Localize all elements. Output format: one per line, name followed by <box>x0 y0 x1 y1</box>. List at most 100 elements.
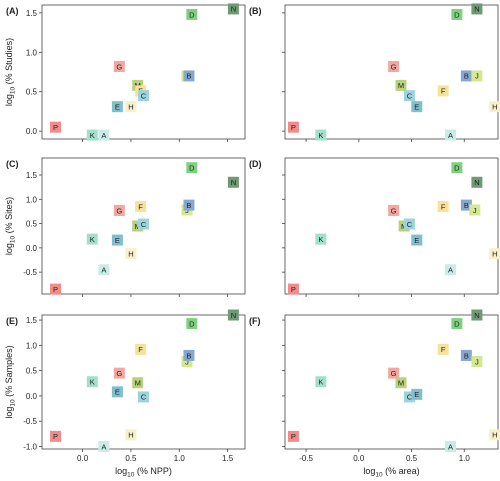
point-marker <box>287 430 299 442</box>
point-marker <box>86 233 98 245</box>
point-label: P <box>53 123 58 132</box>
point-marker <box>469 204 481 216</box>
point-marker <box>395 377 407 389</box>
point-label: D <box>454 319 460 328</box>
data-point-f: F <box>437 343 449 355</box>
point-marker <box>50 121 62 133</box>
point-marker <box>138 218 149 230</box>
point-marker <box>113 60 125 72</box>
point-label: B <box>464 72 469 81</box>
point-marker <box>50 430 62 442</box>
data-point-m: M <box>132 377 144 389</box>
point-marker <box>186 162 198 174</box>
y-tick-label: 1.5 <box>26 171 38 180</box>
data-point-p: P <box>287 121 299 133</box>
data-point-a: A <box>445 264 457 276</box>
point-marker <box>111 234 123 246</box>
data-point-p: P <box>287 283 299 295</box>
y-tick-label: 1.0 <box>26 48 38 57</box>
data-point-n: N <box>227 3 239 15</box>
data-point-b: B <box>183 70 195 82</box>
data-point-j: J <box>181 356 193 368</box>
point-label: J <box>475 357 479 366</box>
point-label: A <box>448 442 453 451</box>
data-point-p: P <box>50 283 62 295</box>
data-point-f: F <box>437 85 449 97</box>
point-marker <box>411 388 423 400</box>
point-marker <box>437 201 449 213</box>
panel-b: (B) P K G MCE F A D B N J H <box>249 3 500 142</box>
point-label: A <box>448 266 453 275</box>
data-point-g: G <box>113 367 125 379</box>
point-label: E <box>414 236 419 245</box>
point-label: J <box>185 357 189 366</box>
data-point-p: P <box>50 430 62 442</box>
point-label: F <box>138 202 143 211</box>
point-label: P <box>291 285 296 294</box>
point-label: F <box>441 87 446 96</box>
point-label: J <box>473 206 477 215</box>
data-point-k: K <box>315 233 327 245</box>
point-label: P <box>291 123 296 132</box>
x-tick-label: -0.5 <box>299 454 313 463</box>
point-label: E <box>115 102 120 111</box>
point-label: B <box>464 351 469 360</box>
point-label: D <box>454 164 460 173</box>
data-point-b: B <box>183 199 195 211</box>
data-point-a: A <box>445 440 457 452</box>
data-point-b: B <box>460 199 472 211</box>
point-marker <box>403 90 415 102</box>
point-label: G <box>391 206 397 215</box>
data-point-k: K <box>86 376 98 388</box>
data-point-e: E <box>111 234 123 246</box>
data-point-c: C <box>138 391 149 403</box>
data-point-j: J <box>471 70 483 82</box>
point-label: N <box>231 178 236 187</box>
y-tick-label: 1.5 <box>26 316 38 325</box>
point-marker <box>113 367 125 379</box>
data-point-g: G <box>388 367 400 379</box>
point-marker <box>227 309 239 321</box>
data-point-h: H <box>489 429 500 441</box>
point-label: A <box>448 131 453 140</box>
point-marker <box>125 101 137 113</box>
x-tick-label: 1.5 <box>222 454 234 463</box>
data-point-n: N <box>471 176 483 188</box>
data-point-d: D <box>186 318 198 330</box>
point-marker <box>471 3 483 15</box>
x-tick-label: 1.0 <box>174 454 186 463</box>
point-label: G <box>391 369 397 378</box>
panel-label: (F) <box>249 316 261 326</box>
data-point-a: A <box>445 129 457 141</box>
data-point-g: G <box>113 204 125 216</box>
point-label: K <box>90 131 95 140</box>
data-point-n: N <box>471 309 483 321</box>
point-label: H <box>128 431 133 440</box>
y-tick-label: 1.0 <box>26 195 38 204</box>
data-point-c: C <box>403 218 415 230</box>
panel-f: (F) -0.5 0.0 0.5 1.0 log10 (% area) P K GMC E F A D B… <box>249 309 500 479</box>
x-axis-title: log10 (% area) <box>363 466 419 479</box>
point-label: G <box>116 62 122 71</box>
data-point-k: K <box>86 233 98 245</box>
x-tick-label: 0.0 <box>77 454 89 463</box>
panel-c: (C) -0.5 0.0 0.5 1.0 1.5 log10 (% Sites) P A K EH G… <box>4 157 246 297</box>
point-label: G <box>391 62 397 71</box>
data-point-k: K <box>86 129 98 141</box>
data-point-d: D <box>451 162 463 174</box>
point-marker <box>98 129 110 141</box>
point-marker <box>138 90 149 102</box>
data-point-c: C <box>403 391 415 403</box>
point-marker <box>98 264 110 276</box>
point-label: H <box>492 249 497 258</box>
point-label: P <box>291 432 296 441</box>
data-point-c: C <box>138 218 149 230</box>
point-marker <box>411 101 423 113</box>
point-label: P <box>53 432 58 441</box>
point-label: K <box>318 378 323 387</box>
data-point-p: P <box>50 121 62 133</box>
data-point-f: F <box>135 343 147 355</box>
data-point-g: G <box>113 60 125 72</box>
y-tick-label: -0.5 <box>23 417 37 426</box>
